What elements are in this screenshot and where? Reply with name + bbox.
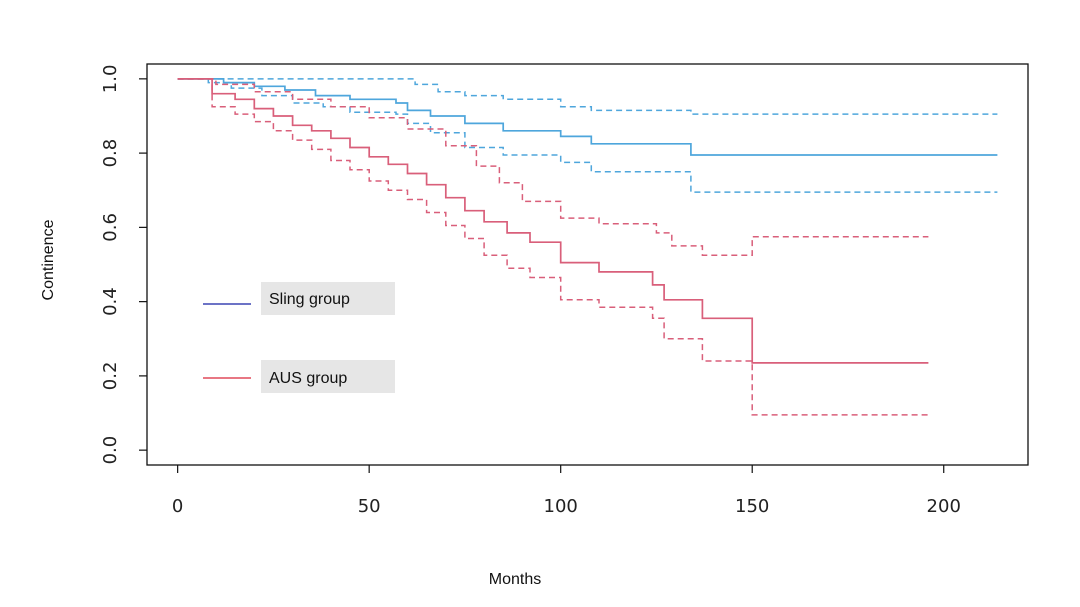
- legend: Sling group AUS group: [203, 282, 395, 393]
- series-sling: [177, 78, 998, 193]
- x-tick-label: 50: [358, 496, 381, 517]
- y-tick-label: 0.4: [100, 287, 121, 316]
- y-tick-label: 0.2: [100, 362, 121, 391]
- y-axis-title: Continence: [40, 219, 57, 300]
- x-axis-title: Months: [489, 571, 541, 588]
- y-tick-label: 0.0: [100, 436, 121, 465]
- plot-frame: [146, 63, 1029, 466]
- x-tick-label: 0: [172, 496, 183, 517]
- x-tick-label: 100: [544, 496, 578, 517]
- series-aus-upper-ci: [177, 78, 929, 256]
- series-sling-lower-ci: [177, 78, 998, 193]
- curves-layer: [177, 78, 998, 416]
- series-aus-lower-ci: [177, 78, 929, 416]
- legend-label-bg-sling: [261, 282, 395, 315]
- legend-label-aus: AUS group: [269, 370, 347, 387]
- series-sling-upper-ci: [177, 78, 998, 115]
- y-tick-label: 0.6: [100, 213, 121, 242]
- legend-label-bg-aus: [261, 360, 395, 393]
- series-aus: [177, 78, 929, 416]
- series-sling-estimate: [177, 78, 998, 156]
- x-tick-label: 200: [927, 496, 961, 517]
- legend-item-sling: Sling group: [203, 282, 395, 315]
- legend-label-sling: Sling group: [269, 291, 350, 308]
- series-aus-estimate: [177, 78, 929, 364]
- y-tick-label: 1.0: [100, 65, 121, 94]
- y-tick-label: 0.8: [100, 139, 121, 168]
- legend-item-aus: AUS group: [203, 360, 395, 393]
- x-axis: 0 50 100 150 200: [172, 465, 961, 517]
- x-tick-label: 150: [735, 496, 769, 517]
- y-axis: 0.0 0.2 0.4 0.6 0.8 1.0: [100, 65, 147, 465]
